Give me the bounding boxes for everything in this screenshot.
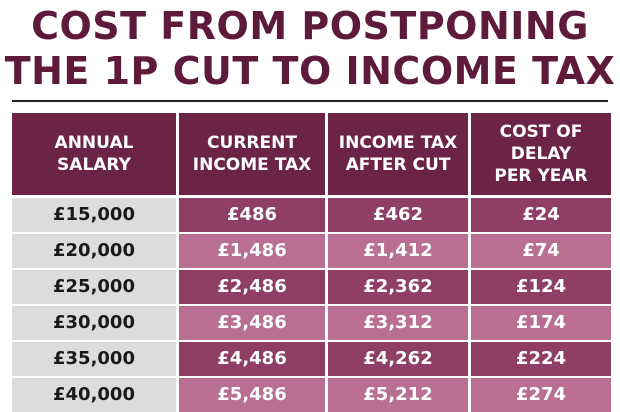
column-header-1: ANNUAL SALARY [12, 113, 176, 195]
table-cell-r4-c2: £3,486 [179, 306, 325, 340]
table-cell-r6-c2: £5,486 [179, 378, 325, 412]
table-cell-r2-c1: £20,000 [12, 234, 176, 268]
title-line-2: THE 1P CUT TO INCOME TAX [4, 49, 616, 93]
table-cell-r2-c2: £1,486 [179, 234, 325, 268]
table-cell-r1-c1: £15,000 [12, 198, 176, 232]
table-cell-r2-c4: £74 [471, 234, 611, 268]
table-cell-r5-c4: £224 [471, 342, 611, 376]
table-cell-r4-c4: £174 [471, 306, 611, 340]
table-cell-r6-c3: £5,212 [328, 378, 468, 412]
table-cell-r3-c2: £2,486 [179, 270, 325, 304]
column-header-2: CURRENT INCOME TAX [179, 113, 325, 195]
title-line-1: COST FROM POSTPONING [31, 4, 589, 48]
table-cell-r6-c4: £274 [471, 378, 611, 412]
table-cell-r3-c3: £2,362 [328, 270, 468, 304]
title-divider [12, 100, 608, 102]
table-cell-r1-c2: £486 [179, 198, 325, 232]
table-cell-r1-c4: £24 [471, 198, 611, 232]
chart-title: COST FROM POSTPONING THE 1P CUT TO INCOM… [0, 4, 620, 94]
table-cell-r3-c4: £124 [471, 270, 611, 304]
table-cell-r1-c3: £462 [328, 198, 468, 232]
table-cell-r2-c3: £1,412 [328, 234, 468, 268]
table-cell-r4-c1: £30,000 [12, 306, 176, 340]
table-cell-r5-c2: £4,486 [179, 342, 325, 376]
column-header-3: INCOME TAX AFTER CUT [328, 113, 468, 195]
income-tax-table: ANNUAL SALARY CURRENT INCOME TAX INCOME TA… [12, 113, 611, 412]
table-cell-r5-c3: £4,262 [328, 342, 468, 376]
table-cell-r3-c1: £25,000 [12, 270, 176, 304]
table-cell-r6-c1: £40,000 [12, 378, 176, 412]
table-cell-r4-c3: £3,312 [328, 306, 468, 340]
table-cell-r5-c1: £35,000 [12, 342, 176, 376]
column-header-4: COST OF DELAY PER YEAR [471, 113, 611, 195]
